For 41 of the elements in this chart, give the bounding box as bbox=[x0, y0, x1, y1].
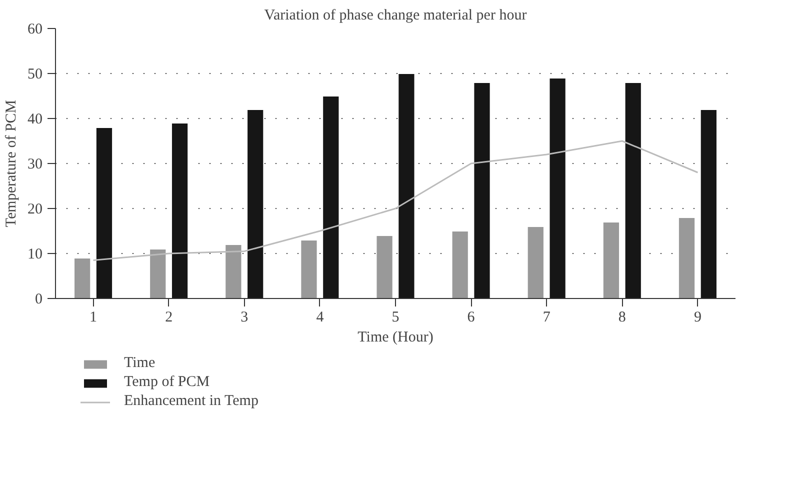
bar bbox=[398, 73, 416, 298]
bar bbox=[95, 127, 114, 298]
line-series bbox=[92, 140, 698, 261]
bar bbox=[624, 82, 642, 298]
x-tick-label: 5 bbox=[392, 310, 400, 326]
x-tick-label: 4 bbox=[316, 310, 324, 326]
bar bbox=[526, 226, 544, 298]
bar bbox=[473, 82, 491, 298]
legend-label: Time bbox=[124, 355, 156, 372]
x-tick-label: 8 bbox=[618, 310, 626, 326]
y-tick-label: 30 bbox=[28, 156, 42, 172]
y-tick-label: 0 bbox=[35, 292, 42, 308]
y-tick-label: 10 bbox=[28, 246, 42, 262]
chart-title: Variation of phase change material per hour bbox=[264, 8, 527, 24]
bar bbox=[300, 240, 318, 298]
bar bbox=[322, 96, 340, 298]
bar bbox=[678, 217, 696, 298]
x-axis-title: Time (Hour) bbox=[358, 330, 434, 346]
y-tick-label: 20 bbox=[28, 202, 42, 218]
y-tick-label: 50 bbox=[28, 66, 42, 82]
x-tick-label: 6 bbox=[467, 310, 476, 326]
bar bbox=[246, 109, 264, 298]
x-tick-label: 9 bbox=[694, 310, 702, 326]
legend-label: Enhancement in Temp bbox=[124, 393, 258, 410]
bar bbox=[548, 78, 566, 298]
bar bbox=[224, 244, 242, 298]
bar bbox=[700, 109, 718, 298]
y-axis-title: Temperature of PCM bbox=[4, 100, 20, 228]
x-tick-label: 7 bbox=[542, 310, 551, 326]
bar bbox=[451, 230, 469, 298]
x-tick-label: 1 bbox=[90, 310, 98, 326]
y-tick-label: 60 bbox=[28, 22, 42, 38]
legend-label: Temp of PCM bbox=[124, 374, 210, 391]
bar bbox=[602, 222, 620, 298]
bar bbox=[170, 122, 189, 298]
x-tick-label: 3 bbox=[240, 310, 248, 326]
bar bbox=[149, 248, 167, 298]
y-tick-label: 40 bbox=[28, 112, 42, 128]
x-tick-label: 2 bbox=[165, 310, 173, 326]
bar bbox=[376, 235, 394, 298]
bar bbox=[74, 258, 92, 298]
